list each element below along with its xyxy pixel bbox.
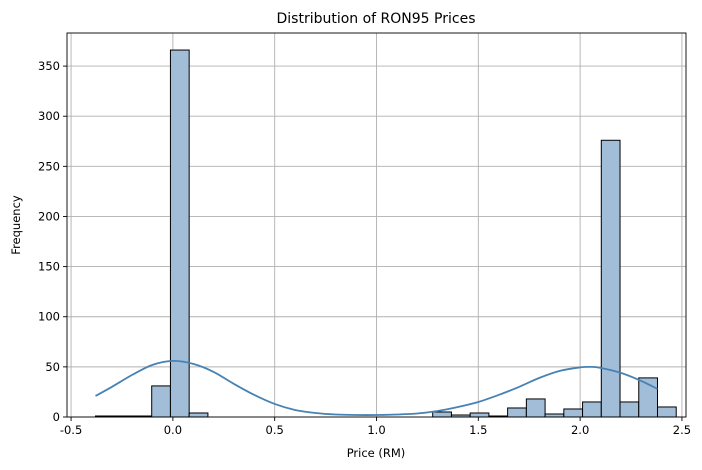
y-tick-label: 200	[38, 209, 60, 223]
histogram-bar	[151, 385, 171, 418]
x-tick-label: 2.5	[673, 423, 691, 437]
x-tick-label: 0.0	[164, 423, 182, 437]
histogram-bar	[188, 412, 209, 418]
histogram-bar	[525, 398, 546, 418]
histogram-bar	[469, 412, 490, 418]
histogram-bar	[619, 401, 640, 418]
y-axis-label: Frequency	[9, 195, 23, 255]
x-tick-label: 1.5	[469, 423, 487, 437]
y-tick-label: 0	[53, 410, 60, 424]
kde-curve	[95, 359, 658, 416]
x-axis-ticks: -0.5 0.0 0.5 1.0 1.5 2.0 2.5	[60, 417, 691, 437]
y-tick-label: 350	[38, 59, 60, 73]
histogram-bar	[582, 401, 602, 418]
histogram-bar	[507, 407, 527, 418]
y-tick-label: 50	[45, 360, 60, 374]
kde-curve-layer	[95, 359, 658, 416]
grid-lines	[67, 33, 686, 418]
histogram-bar	[544, 413, 565, 418]
chart-title: Distribution of RON95 Prices	[276, 11, 475, 27]
x-tick-label: -0.5	[60, 423, 82, 437]
y-axis-ticks: 0 50 100 150 200 250 300 350	[38, 59, 67, 424]
y-tick-label: 300	[38, 109, 60, 123]
x-tick-label: 1.0	[367, 423, 385, 437]
x-tick-label: 2.0	[571, 423, 589, 437]
y-tick-label: 250	[38, 159, 60, 173]
x-axis-label: Price (RM)	[347, 446, 406, 460]
histogram-bar	[563, 408, 584, 418]
histogram-bar	[656, 406, 677, 418]
x-tick-label: 0.5	[266, 423, 284, 437]
histogram-bar	[432, 411, 452, 418]
histogram-bar	[600, 139, 621, 418]
y-tick-label: 150	[38, 260, 60, 274]
y-tick-label: 100	[38, 310, 60, 324]
